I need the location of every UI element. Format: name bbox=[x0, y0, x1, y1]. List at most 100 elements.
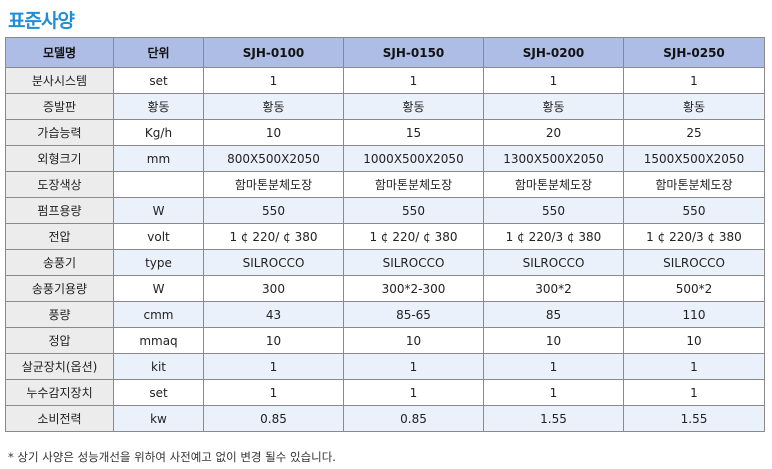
table-cell: kit bbox=[113, 353, 204, 380]
table-cell: 황동 bbox=[113, 93, 204, 120]
table-cell: 25 bbox=[623, 119, 765, 146]
table-cell: 1 ¢ 220/ ¢ 380 bbox=[203, 223, 344, 250]
row-label: 살균장치(옵션) bbox=[5, 353, 114, 380]
row-label: 펌프용량 bbox=[5, 197, 114, 224]
row-label: 소비전력 bbox=[5, 405, 114, 432]
row-label: 분사시스템 bbox=[5, 67, 114, 94]
table-cell: 1.55 bbox=[483, 405, 624, 432]
table-cell: 1500X500X2050 bbox=[623, 145, 765, 172]
column-header: SJH-0100 bbox=[203, 37, 344, 68]
table-cell: 1 bbox=[483, 353, 624, 380]
row-label: 가습능력 bbox=[5, 119, 114, 146]
table-row: 풍량 cmm 43 85-65 85 110 bbox=[5, 301, 765, 328]
table-cell: W bbox=[113, 197, 204, 224]
table-row: 누수감지장치 set 1 1 1 1 bbox=[5, 379, 765, 406]
row-label: 도장색상 bbox=[5, 171, 114, 198]
table-cell: set bbox=[113, 379, 204, 406]
table-cell: 550 bbox=[483, 197, 624, 224]
table-row: 살균장치(옵션) kit 1 1 1 1 bbox=[5, 353, 765, 380]
header-row: 모델명 단위 SJH-0100 SJH-0150 SJH-0200 SJH-0250 bbox=[5, 37, 765, 68]
table-cell: 1 bbox=[483, 379, 624, 406]
table-cell: 1 bbox=[623, 379, 765, 406]
table-cell: mmaq bbox=[113, 327, 204, 354]
table-cell: 1 bbox=[203, 353, 344, 380]
table-cell: 1300X500X2050 bbox=[483, 145, 624, 172]
spec-table: 모델명 단위 SJH-0100 SJH-0150 SJH-0200 SJH-0250 분사… bbox=[5, 37, 765, 432]
table-cell: SILROCCO bbox=[343, 249, 484, 276]
table-cell: 1 bbox=[203, 379, 344, 406]
table-row: 송풍기용량 W 300 300*2-300 300*2 500*2 bbox=[5, 275, 765, 302]
table-row: 정압 mmaq 10 10 10 10 bbox=[5, 327, 765, 354]
column-header: 모델명 bbox=[5, 37, 114, 68]
table-row: 증발판 황동 황동 황동 황동 황동 bbox=[5, 93, 765, 120]
table-cell: 1 bbox=[483, 67, 624, 94]
table-cell: 함마톤분체도장 bbox=[483, 171, 624, 198]
table-row: 소비전력 kw 0.85 0.85 1.55 1.55 bbox=[5, 405, 765, 432]
table-cell: 함마톤분체도장 bbox=[623, 171, 765, 198]
row-label: 외형크기 bbox=[5, 145, 114, 172]
table-row: 전압 volt 1 ¢ 220/ ¢ 380 1 ¢ 220/ ¢ 380 1 ¢ 22… bbox=[5, 223, 765, 250]
table-cell: 550 bbox=[203, 197, 344, 224]
table-cell: 10 bbox=[483, 327, 624, 354]
table-row: 펌프용량 W 550 550 550 550 bbox=[5, 197, 765, 224]
page-title: 표준사양 bbox=[8, 10, 75, 32]
table-cell: 300 bbox=[203, 275, 344, 302]
table-row: 분사시스템 set 1 1 1 1 bbox=[5, 67, 765, 94]
row-label: 증발판 bbox=[5, 93, 114, 120]
table-cell: 85-65 bbox=[343, 301, 484, 328]
table-cell: 110 bbox=[623, 301, 765, 328]
table-cell: cmm bbox=[113, 301, 204, 328]
table-cell: 500*2 bbox=[623, 275, 765, 302]
table-cell: 1 bbox=[343, 67, 484, 94]
table-cell: 1 ¢ 220/3 ¢ 380 bbox=[623, 223, 765, 250]
table-cell: 황동 bbox=[343, 93, 484, 120]
table-cell: 1 bbox=[623, 353, 765, 380]
row-label: 정압 bbox=[5, 327, 114, 354]
row-label: 송풍기 bbox=[5, 249, 114, 276]
column-header: SJH-0250 bbox=[623, 37, 765, 68]
table-cell: set bbox=[113, 67, 204, 94]
footnote: * 상기 사양은 성능개선을 위하여 사전예고 없이 변경 될수 있습니다. bbox=[8, 450, 336, 464]
table-cell: 10 bbox=[343, 327, 484, 354]
table-row: 외형크기 mm 800X500X2050 1000X500X2050 1300X500X… bbox=[5, 145, 765, 172]
table-cell: type bbox=[113, 249, 204, 276]
table-cell: 300*2 bbox=[483, 275, 624, 302]
table-cell: SILROCCO bbox=[203, 249, 344, 276]
table-cell: 10 bbox=[203, 119, 344, 146]
table-cell: 10 bbox=[203, 327, 344, 354]
table-cell: 85 bbox=[483, 301, 624, 328]
row-label: 누수감지장치 bbox=[5, 379, 114, 406]
column-header: 단위 bbox=[113, 37, 204, 68]
table-cell: 1000X500X2050 bbox=[343, 145, 484, 172]
table-row: 가습능력 Kg/h 10 15 20 25 bbox=[5, 119, 765, 146]
table-cell: 550 bbox=[343, 197, 484, 224]
table-cell: 20 bbox=[483, 119, 624, 146]
table-cell: 550 bbox=[623, 197, 765, 224]
table-cell: 황동 bbox=[623, 93, 765, 120]
table-cell: 15 bbox=[343, 119, 484, 146]
table-cell: 300*2-300 bbox=[343, 275, 484, 302]
table-cell: 황동 bbox=[483, 93, 624, 120]
table-cell: Kg/h bbox=[113, 119, 204, 146]
table-cell: 800X500X2050 bbox=[203, 145, 344, 172]
row-label: 전압 bbox=[5, 223, 114, 250]
table-cell: 1 bbox=[623, 67, 765, 94]
table-cell: SILROCCO bbox=[623, 249, 765, 276]
table-row: 송풍기 type SILROCCO SILROCCO SILROCCO SILROCCO bbox=[5, 249, 765, 276]
table-cell: 1 bbox=[343, 353, 484, 380]
table-cell: 1.55 bbox=[623, 405, 765, 432]
table-cell: SILROCCO bbox=[483, 249, 624, 276]
table-cell: 10 bbox=[623, 327, 765, 354]
column-header: SJH-0150 bbox=[343, 37, 484, 68]
table-cell: 1 bbox=[203, 67, 344, 94]
table-cell: mm bbox=[113, 145, 204, 172]
table-cell: 1 bbox=[343, 379, 484, 406]
table-cell: kw bbox=[113, 405, 204, 432]
table-cell: 함마톤분체도장 bbox=[203, 171, 344, 198]
table-cell: 1 ¢ 220/3 ¢ 380 bbox=[483, 223, 624, 250]
table-cell: 0.85 bbox=[203, 405, 344, 432]
table-cell bbox=[113, 171, 204, 198]
table-cell: 1 ¢ 220/ ¢ 380 bbox=[343, 223, 484, 250]
row-label: 풍량 bbox=[5, 301, 114, 328]
table-row: 도장색상 함마톤분체도장 함마톤분체도장 함마톤분체도장 함마톤분체도장 bbox=[5, 171, 765, 198]
